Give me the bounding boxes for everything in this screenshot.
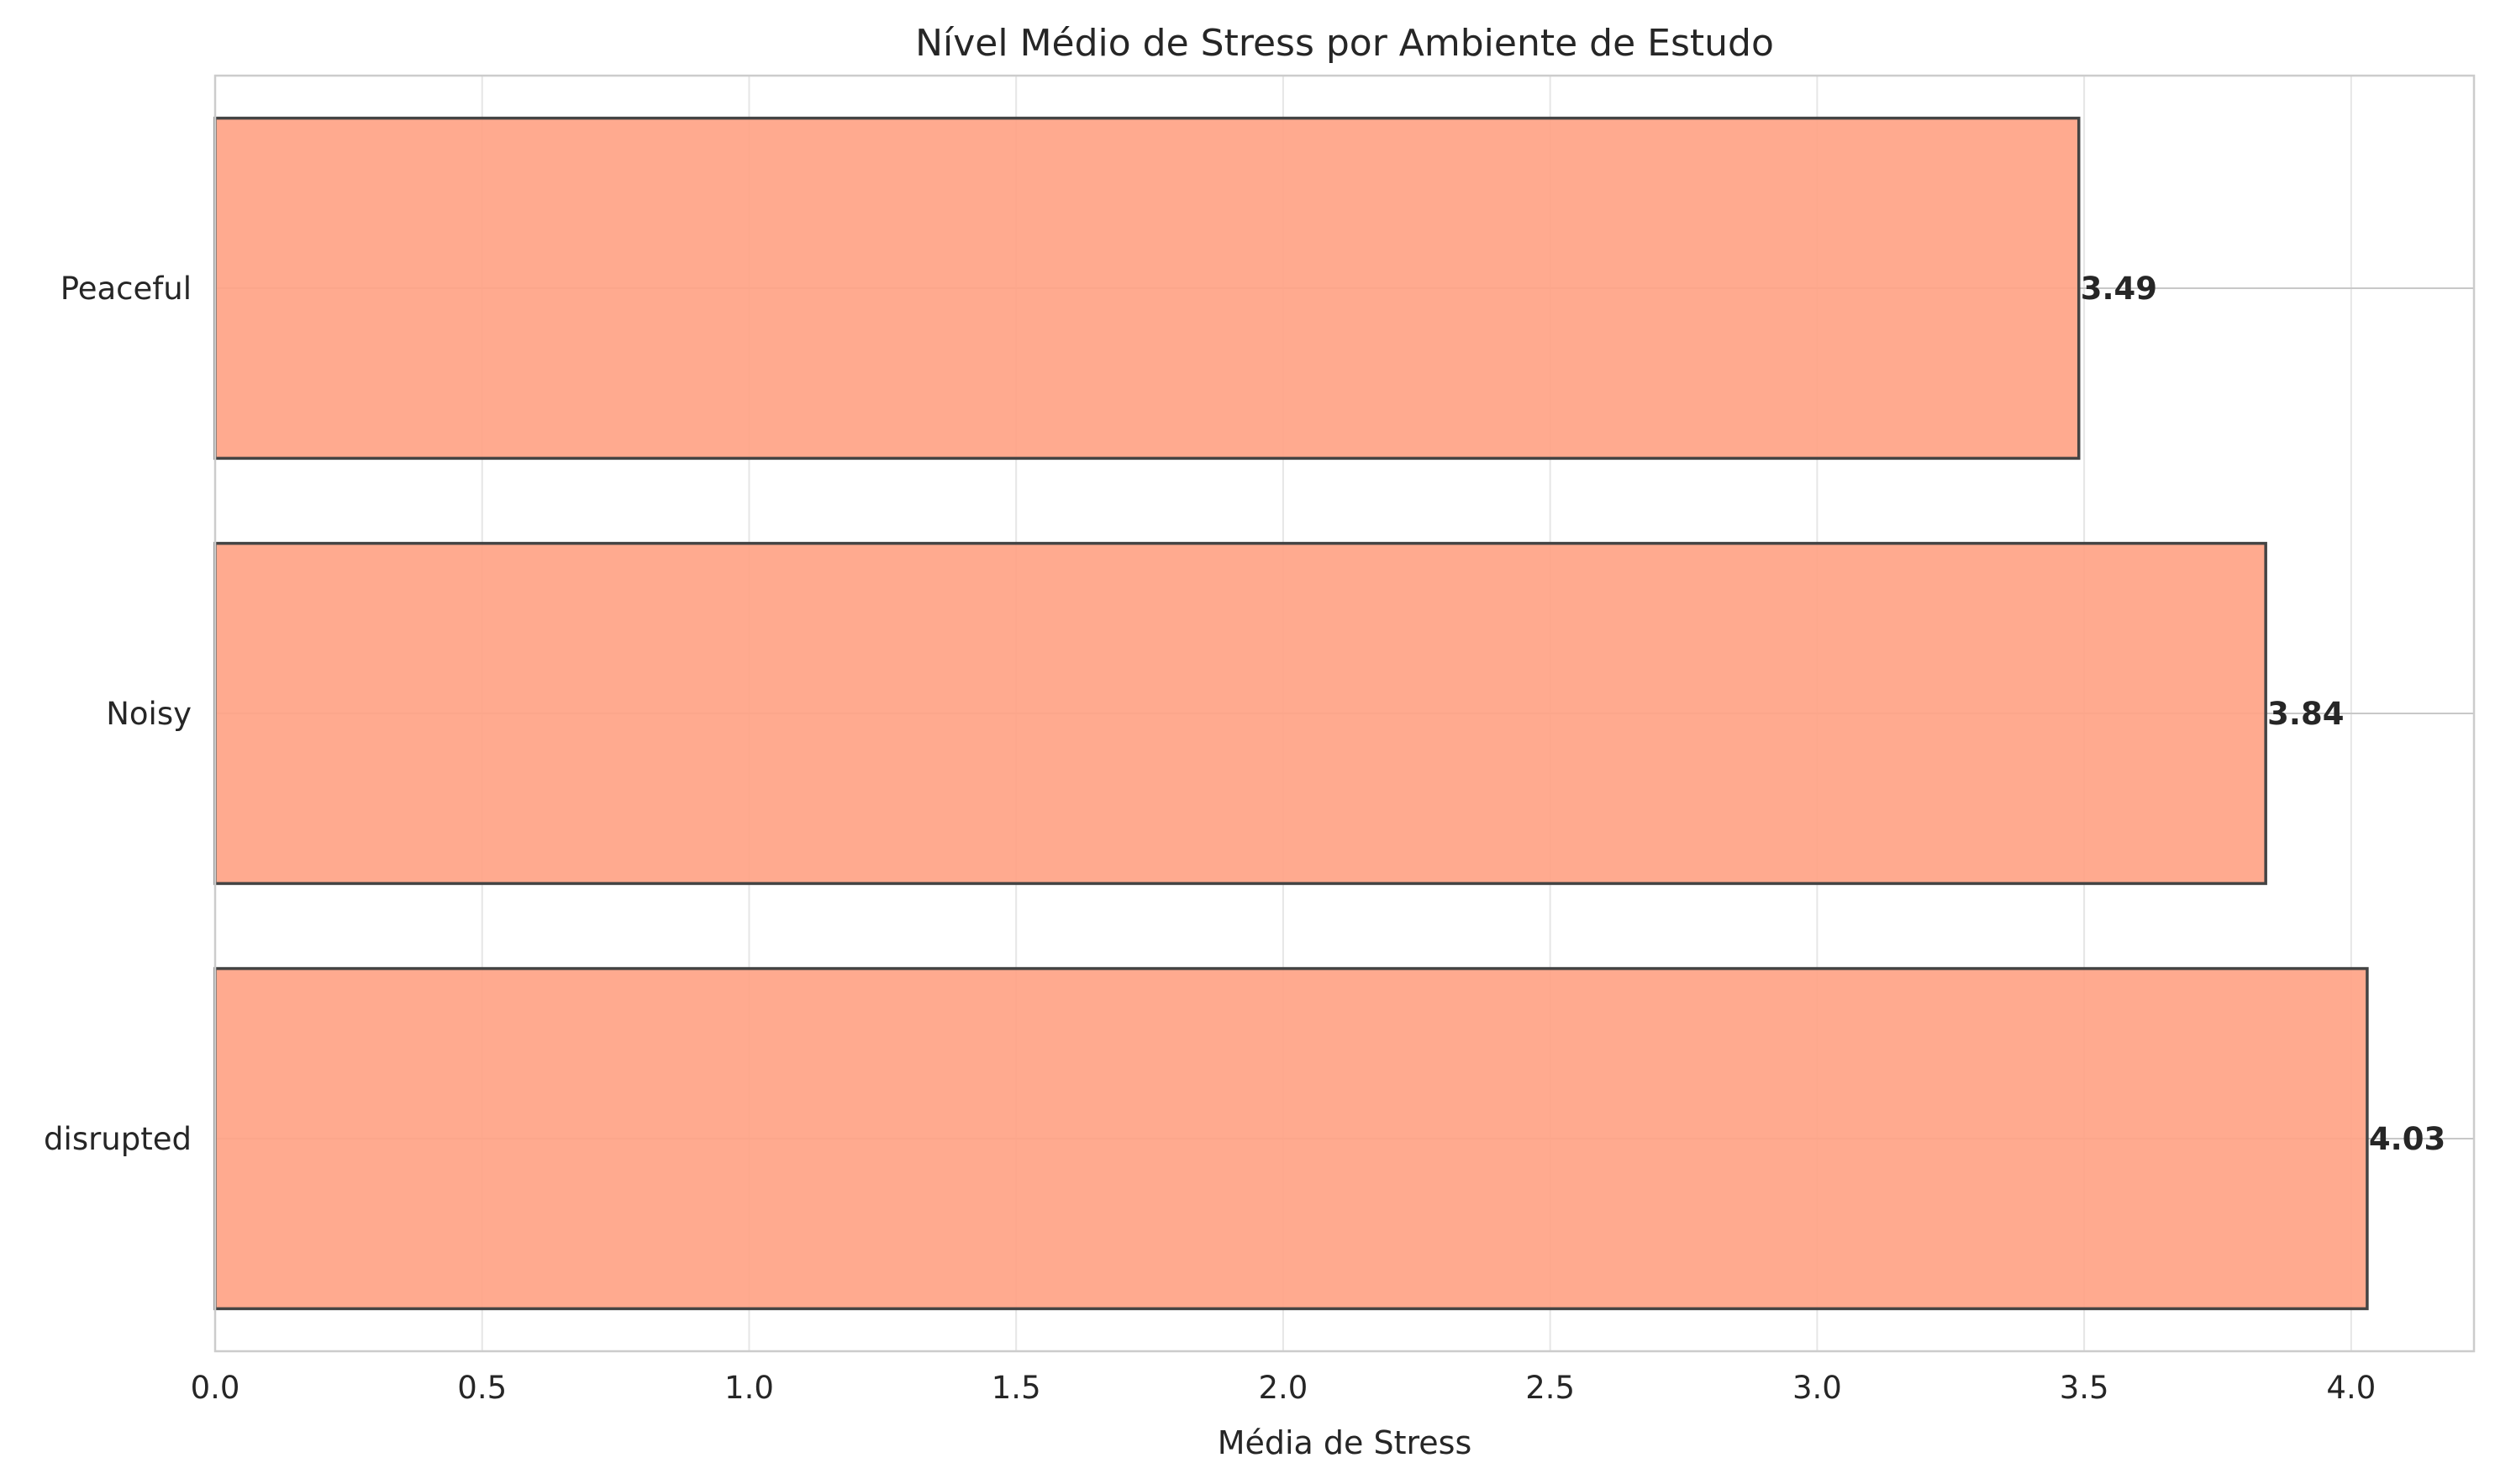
- value-label: 3.49: [2081, 271, 2157, 307]
- x-tick-label: 2.0: [1259, 1370, 1308, 1406]
- value-label: 3.84: [2267, 696, 2344, 732]
- x-tick-label: 0.0: [191, 1370, 240, 1406]
- x-tick-label: 4.0: [2326, 1370, 2376, 1406]
- bar-peaceful: [213, 116, 2081, 460]
- value-labels: 4.03 3.84 3.49: [2081, 271, 2445, 1157]
- bar-noisy: [213, 541, 2267, 886]
- bar-disrupted: [213, 966, 2369, 1311]
- y-tick-label: Peaceful: [61, 271, 192, 307]
- x-tick-label: 3.5: [2060, 1370, 2109, 1406]
- y-tick-label: Noisy: [106, 696, 192, 732]
- x-axis-label: Média de Stress: [1218, 1424, 1472, 1461]
- x-tick-label: 0.5: [457, 1370, 507, 1406]
- x-tick-label: 2.5: [1525, 1370, 1575, 1406]
- bars-layer: [213, 116, 2369, 1311]
- value-label: 4.03: [2369, 1121, 2445, 1157]
- chart-title: Nível Médio de Stress por Ambiente de Es…: [915, 22, 1774, 65]
- plot-frame: [213, 74, 2476, 1353]
- x-tick-label: 1.0: [724, 1370, 774, 1406]
- x-tick-labels: 0.0 0.5 1.0 1.5 2.0 2.5 3.0 3.5 4.0: [191, 1370, 2377, 1406]
- y-tick-label: disrupted: [44, 1121, 192, 1157]
- y-tick-labels: disrupted Noisy Peaceful: [44, 271, 192, 1157]
- x-tick-label: 1.5: [992, 1370, 1041, 1406]
- x-tick-label: 3.0: [1792, 1370, 1842, 1406]
